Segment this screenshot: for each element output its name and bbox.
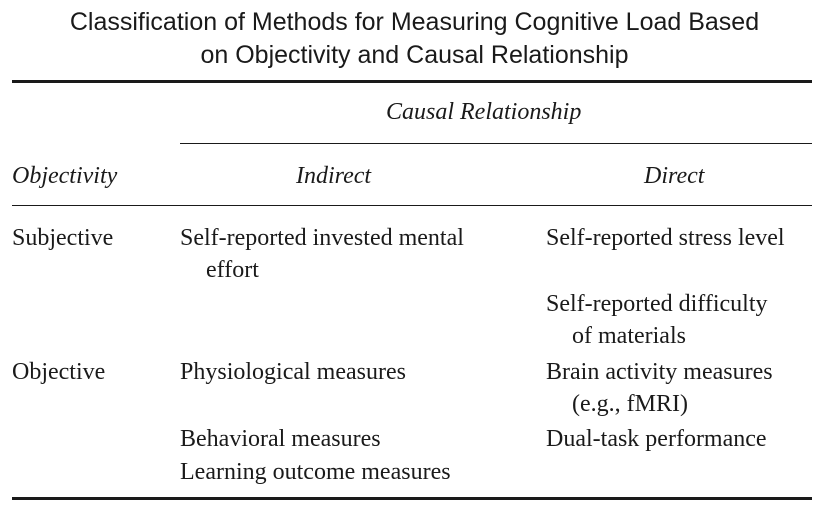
- table-title-line-1: Classification of Methods for Measuring …: [69, 8, 760, 36]
- indirect-column-header: Indirect: [296, 163, 372, 189]
- objective-indirect-item: Physiological measures: [180, 359, 406, 385]
- group-header-rule: [180, 143, 812, 144]
- objective-indirect-item: Learning outcome measures: [180, 459, 451, 485]
- item-line: Self-reported invested mental: [180, 225, 464, 251]
- objective-indirect-item: Behavioral measures: [180, 426, 381, 452]
- causal-relationship-header: Causal Relationship: [386, 99, 582, 125]
- item-line-continued: effort: [206, 257, 259, 283]
- direct-column-header: Direct: [644, 163, 705, 189]
- top-rule: [12, 80, 812, 83]
- objectivity-header: Objectivity: [12, 163, 118, 189]
- item-line: Self-reported difficulty: [546, 291, 768, 317]
- bottom-rule: [12, 497, 812, 500]
- objective-direct-item: Dual-task performance: [546, 426, 767, 452]
- table-title: Classification of Methods for Measuring …: [0, 6, 829, 72]
- row-label-objective: Objective: [12, 359, 106, 385]
- item-line: Brain activity measures: [546, 359, 773, 385]
- item-line-continued: (e.g., fMRI): [572, 391, 688, 417]
- row-label-subjective: Subjective: [12, 225, 114, 251]
- table-title-line-2: on Objectivity and Causal Relationship: [200, 41, 629, 69]
- objective-direct-item: Brain activity measures (e.g., fMRI): [546, 356, 773, 420]
- item-line-continued: of materials: [572, 323, 686, 349]
- subjective-indirect-item: Self-reported invested mental effort: [180, 222, 464, 286]
- subjective-direct-item: Self-reported stress level: [546, 225, 785, 251]
- subjective-direct-item: Self-reported difficulty of materials: [546, 288, 767, 352]
- header-rule: [12, 205, 812, 206]
